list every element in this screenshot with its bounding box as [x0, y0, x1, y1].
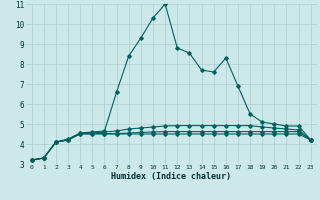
X-axis label: Humidex (Indice chaleur): Humidex (Indice chaleur) [111, 172, 231, 181]
